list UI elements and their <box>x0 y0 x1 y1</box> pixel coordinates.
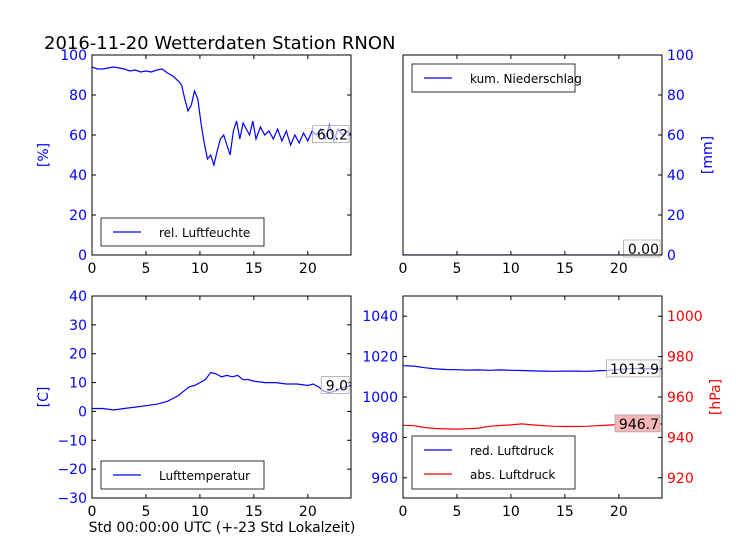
plot-frame <box>402 54 663 256</box>
x-tick-label: 5 <box>452 261 461 277</box>
x-tick-label: 15 <box>245 504 263 520</box>
legend-box <box>411 435 576 490</box>
y-tick-label-right: 920 <box>667 471 694 487</box>
x-tick-label: 20 <box>610 504 628 520</box>
x-tick-label: 10 <box>191 504 209 520</box>
x-tick-label: 10 <box>502 504 520 520</box>
y-tick-label: 1040 <box>362 309 398 325</box>
y-tick-label: 1000 <box>362 390 398 406</box>
x-tick-label: 15 <box>245 261 263 277</box>
legend-label: kum. Niederschlag <box>470 72 582 86</box>
y-tick-label: 960 <box>371 471 398 487</box>
y-tick-label: 20 <box>69 208 87 224</box>
figure-title: 2016-11-20 Wetterdaten Station RNON <box>44 33 395 54</box>
x-tick-label: 20 <box>299 504 317 520</box>
y-tick-label-right: 60 <box>667 128 685 144</box>
last-value-label: 0.00 <box>628 242 659 258</box>
x-tick-label: 0 <box>88 261 97 277</box>
y-tick-label: 980 <box>371 430 398 446</box>
last-value-label: 9.0 <box>326 378 348 394</box>
panel-humidity: 0 5 10 15 20 0 20 40 60 80 100 [%] 60.2 rel. Luftfeuc… <box>36 48 352 277</box>
y-tick-label: 0 <box>78 404 87 420</box>
legend-label: Lufttemperatur <box>159 469 250 483</box>
x-tick-label: 20 <box>299 261 317 277</box>
x-tick-label: 0 <box>399 261 408 277</box>
y-axis-label: [C] <box>36 387 52 408</box>
y-tick-label: 0 <box>78 248 87 264</box>
y-tick-label-right: 940 <box>667 430 694 446</box>
y-tick-label-right: 80 <box>667 88 685 104</box>
y-tick-label: 30 <box>69 318 87 334</box>
plot-frame <box>91 295 352 499</box>
x-tick-label: 10 <box>191 261 209 277</box>
plot-frame <box>402 295 663 499</box>
x-tick-label: 20 <box>610 261 628 277</box>
x-tick-label: 15 <box>556 504 574 520</box>
y-tick-label: 100 <box>60 48 87 64</box>
panel-precipitation: 0 5 10 15 20 0 20 40 60 80 100 [mm] 0.00 kum. Nieders… <box>399 48 716 277</box>
y-tick-label: 40 <box>69 168 87 184</box>
last-value-box <box>606 359 661 378</box>
panel-temperature: 0 5 10 15 20 −30 −20 −10 0 10 20 30 40 [C] 9.0 Lufttemp… <box>36 289 352 520</box>
y-tick-label: 20 <box>69 347 87 363</box>
legend-label: red. Luftdruck <box>470 444 554 458</box>
y-tick-label: 1020 <box>362 350 398 366</box>
y-tick-label: −20 <box>57 462 87 478</box>
last-value-box <box>623 239 661 258</box>
x-tick-label: 10 <box>502 261 520 277</box>
x-tick-label: 5 <box>141 504 150 520</box>
plot-frame <box>91 54 352 256</box>
series-line-lufttemperatur <box>92 371 351 411</box>
panel-pressure: 0 5 10 15 20 960 980 1000 1020 1040 920 940 960 980 10… <box>362 295 724 520</box>
y-tick-label: 60 <box>69 128 87 144</box>
last-value-label: 60.2 <box>317 128 348 144</box>
y-tick-label: 40 <box>69 289 87 305</box>
last-value-box <box>312 125 350 143</box>
last-value-box <box>320 376 350 394</box>
y-tick-label-right: 960 <box>667 390 694 406</box>
y-tick-label-right: 1000 <box>667 309 703 325</box>
y-tick-label-right: 20 <box>667 208 685 224</box>
x-tick-label: 5 <box>452 504 461 520</box>
y-tick-label-right: 980 <box>667 350 694 366</box>
last-value-box <box>614 414 661 433</box>
legend-label: abs. Luftdruck <box>470 468 555 482</box>
figure-x-axis-label: Std 00:00:00 UTC (+-23 Std Lokalzeit) <box>89 520 356 536</box>
series-line-rel--luftfeuchte <box>92 66 351 168</box>
x-tick-label: 15 <box>556 261 574 277</box>
last-value-label: 1013.9 <box>610 362 659 378</box>
x-tick-label: 0 <box>88 504 97 520</box>
y-axis-label: [%] <box>36 143 52 167</box>
y-tick-label-right: 100 <box>667 48 694 64</box>
y-tick-label: −10 <box>57 433 87 449</box>
y-tick-label: 80 <box>69 88 87 104</box>
y-tick-label-right: 40 <box>667 168 685 184</box>
x-tick-label: 0 <box>399 504 408 520</box>
y-axis-label-right: [mm] <box>700 136 716 174</box>
y-tick-label-right: 0 <box>667 248 676 264</box>
y-axis-label-right: [hPa] <box>708 379 724 415</box>
x-tick-label: 5 <box>141 261 150 277</box>
y-tick-label: −30 <box>57 491 87 507</box>
y-tick-label: 10 <box>69 376 87 392</box>
legend-label: rel. Luftfeuchte <box>159 226 250 240</box>
last-value-label: 946.7 <box>619 417 659 433</box>
